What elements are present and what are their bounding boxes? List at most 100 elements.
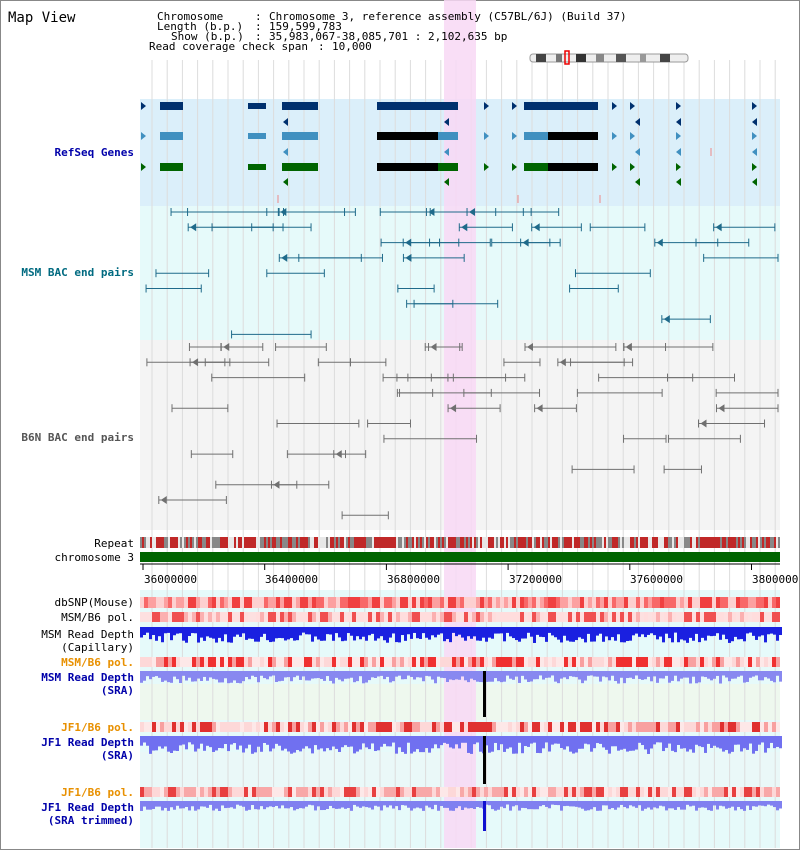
heat-cell	[288, 612, 292, 622]
read-depth-bar	[443, 627, 446, 642]
read-depth-bar	[719, 627, 722, 640]
heat-cell	[152, 597, 156, 608]
read-depth-bar	[158, 627, 161, 637]
heat-cell	[228, 612, 232, 622]
heat-cell	[468, 657, 472, 667]
heat-cell	[544, 612, 548, 622]
heat-cell	[268, 657, 272, 667]
heat-cell	[324, 722, 328, 732]
gene-arrow	[635, 178, 640, 186]
repeat-mark	[348, 537, 350, 548]
repeat-mark	[626, 537, 628, 548]
heat-cell	[204, 597, 208, 608]
read-depth-bar	[749, 801, 752, 811]
read-depth-bar	[638, 801, 641, 806]
read-depth-bar	[437, 627, 440, 635]
read-depth-bar	[716, 627, 719, 634]
read-depth-bar	[668, 801, 671, 809]
repeat-mark	[498, 537, 500, 548]
repeat-mark	[210, 537, 212, 548]
repeat-mark	[272, 537, 274, 548]
heat-cell	[528, 657, 532, 667]
read-depth-bar	[179, 736, 182, 746]
heat-cell	[672, 657, 676, 667]
heat-cell	[304, 657, 308, 667]
read-depth-bar	[701, 801, 704, 808]
bac-end-arrow	[190, 223, 197, 232]
repeat-mark	[478, 537, 480, 548]
repeat-mark	[266, 537, 268, 548]
heat-cell	[160, 597, 164, 608]
read-depth-bar	[209, 736, 212, 748]
read-depth-bar	[557, 736, 560, 744]
heat-cell	[496, 657, 500, 667]
heat-cell	[200, 657, 204, 667]
heat-cell	[484, 612, 488, 622]
read-depth-bar	[200, 801, 203, 807]
gene-arrow	[676, 163, 681, 171]
heat-cell	[368, 722, 372, 732]
read-depth-bar	[644, 671, 647, 680]
heat-cell	[428, 787, 432, 797]
heat-cell	[560, 612, 564, 622]
heat-cell	[144, 612, 148, 622]
heat-cell	[528, 597, 532, 608]
heat-cell	[508, 787, 512, 797]
heat-cell	[488, 657, 492, 667]
heat-cell	[192, 722, 196, 732]
heat-cell	[352, 612, 356, 622]
read-depth-bar	[299, 627, 302, 636]
heat-cell	[320, 787, 324, 797]
read-depth-bar	[224, 627, 227, 635]
read-depth-bar	[299, 801, 302, 809]
read-depth-bar	[170, 736, 173, 753]
heat-cell	[364, 657, 368, 667]
heat-cell	[448, 787, 452, 797]
read-depth-bar	[716, 671, 719, 676]
repeat-mark	[454, 537, 456, 548]
heat-cell	[556, 657, 560, 667]
heat-cell	[704, 787, 708, 797]
heat-cell	[400, 657, 404, 667]
heat-cell	[244, 657, 248, 667]
read-depth-bar	[563, 736, 566, 750]
heat-cell	[744, 612, 748, 622]
read-depth-bar	[281, 627, 284, 639]
read-depth-bar	[437, 671, 440, 677]
heat-cell	[296, 787, 300, 797]
heat-cell	[716, 612, 720, 622]
read-depth-bar	[410, 671, 413, 677]
heat-cell	[152, 612, 156, 622]
heat-cell	[200, 787, 204, 797]
heat-cell	[196, 722, 200, 732]
read-depth-bar	[755, 736, 758, 751]
read-depth-bar	[278, 627, 281, 638]
heat-cell	[420, 722, 424, 732]
heat-cell	[648, 787, 652, 797]
heat-cell	[544, 787, 548, 797]
heat-cell	[644, 612, 648, 622]
repeat-mark	[336, 537, 338, 548]
heat-cell	[500, 597, 504, 608]
heat-cell	[156, 657, 160, 667]
read-depth-bar	[740, 671, 743, 676]
heat-cell	[436, 612, 440, 622]
repeat-mark	[494, 537, 496, 548]
read-depth-bar	[278, 801, 281, 809]
read-depth-bar	[674, 627, 677, 633]
repeat-mark	[524, 537, 526, 548]
heat-cell	[336, 657, 340, 667]
heat-cell	[264, 597, 268, 608]
repeat-mark	[234, 537, 236, 548]
heat-cell	[536, 597, 540, 608]
read-depth-bar	[692, 627, 695, 641]
heat-cell	[256, 597, 260, 608]
read-depth-bar	[212, 801, 215, 811]
read-depth-bar	[512, 671, 515, 680]
read-depth-bar	[773, 801, 776, 808]
heat-cell	[728, 597, 732, 608]
read-depth-bar	[467, 627, 470, 637]
read-depth-bar	[641, 627, 644, 635]
read-depth-bar	[407, 627, 410, 635]
